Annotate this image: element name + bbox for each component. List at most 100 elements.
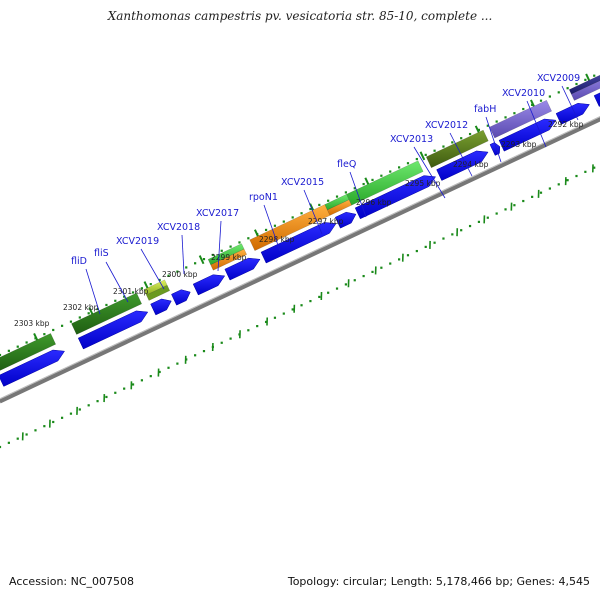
ruler-dot bbox=[238, 241, 241, 244]
gc-dot bbox=[131, 383, 135, 386]
gc-dot bbox=[380, 266, 383, 269]
gene-arrow bbox=[150, 298, 172, 316]
ruler-dot bbox=[131, 291, 135, 294]
gc-dot bbox=[78, 408, 81, 411]
cog-block bbox=[71, 292, 143, 335]
ruler-dot bbox=[477, 128, 481, 131]
ruler-dot bbox=[25, 341, 28, 344]
backbone-track bbox=[0, 116, 600, 404]
ruler-dot bbox=[566, 87, 569, 90]
cog-block bbox=[568, 74, 600, 95]
tick-label-group: 2303 kbp 2302 kbp 2301 kbp 2300 kbp 2299 kbp… bbox=[14, 120, 584, 328]
gc-dot bbox=[522, 199, 525, 203]
ruler-dot bbox=[300, 212, 303, 215]
cog-block bbox=[570, 80, 600, 101]
ruler-dot bbox=[460, 137, 463, 140]
ruler-dot bbox=[548, 95, 551, 98]
gene-label-group: fliDfliSXCV2019XCV2018XCV2017rpoN1XCV201… bbox=[71, 73, 580, 315]
gc-dot bbox=[318, 295, 321, 299]
ruler-dot bbox=[185, 266, 188, 269]
gc-dot bbox=[415, 249, 418, 253]
tick-label: 2294 kbp bbox=[453, 160, 489, 169]
tick-label: 2296 kbp bbox=[356, 198, 392, 207]
gc-dot bbox=[229, 337, 232, 340]
tick-label: 2302 kbp bbox=[63, 303, 99, 312]
ruler-tick bbox=[198, 255, 205, 265]
tick-label: 2303 kbp bbox=[14, 319, 50, 328]
gc-dot bbox=[273, 316, 277, 319]
ruler-dot bbox=[486, 124, 489, 127]
ruler-dot bbox=[7, 349, 10, 352]
gc-dot bbox=[584, 170, 587, 173]
backbone-line bbox=[0, 117, 600, 404]
cog-block bbox=[489, 99, 553, 139]
gene-label: XCV2019 bbox=[116, 236, 159, 247]
gene-arrow bbox=[334, 211, 357, 229]
ruler-dot bbox=[513, 112, 516, 115]
gene-leader-line bbox=[263, 204, 281, 252]
tick-label: 2297 kbp bbox=[308, 217, 344, 226]
ruler-dot bbox=[229, 245, 232, 248]
gc-dot bbox=[389, 262, 392, 265]
cog-block bbox=[0, 333, 57, 371]
gene-leader-line bbox=[349, 171, 367, 218]
ruler-dot bbox=[43, 333, 46, 336]
gc-dot bbox=[344, 283, 347, 286]
gene-leader-line bbox=[105, 261, 129, 303]
gene-arrow-track bbox=[0, 92, 600, 387]
gc-dot bbox=[353, 279, 356, 282]
ruler-track bbox=[0, 73, 596, 357]
gc-dot bbox=[575, 174, 578, 178]
gene-leader-line bbox=[449, 132, 473, 177]
tick-label: 2300 kbp bbox=[162, 270, 198, 279]
ruler-dot bbox=[442, 145, 445, 148]
gene-arrow bbox=[354, 175, 436, 220]
ruler-dot bbox=[380, 174, 383, 177]
gc-dot bbox=[60, 416, 64, 419]
ruler-dot bbox=[504, 116, 507, 119]
gc-dot bbox=[220, 341, 223, 344]
gene-leader-line bbox=[413, 146, 446, 199]
gene-label: XCV2010 bbox=[502, 88, 545, 99]
ruler-dot bbox=[557, 91, 560, 94]
ruler-dot bbox=[140, 287, 144, 290]
ruler-dot bbox=[247, 237, 250, 240]
gc-dot bbox=[327, 291, 330, 294]
gene-label: fliD bbox=[71, 256, 87, 267]
gc-content-track bbox=[0, 164, 596, 449]
gene-leader-line bbox=[561, 85, 579, 121]
ruler-dot bbox=[433, 149, 436, 152]
ruler-dot bbox=[52, 328, 55, 332]
ruler-dot bbox=[158, 278, 161, 282]
ruler-dot bbox=[522, 107, 525, 111]
gc-dot bbox=[593, 166, 596, 169]
ruler-dot bbox=[123, 295, 126, 298]
ruler-dot bbox=[593, 74, 596, 77]
gc-dot bbox=[468, 224, 472, 228]
ruler-dot bbox=[220, 249, 223, 252]
gene-leader-line bbox=[303, 189, 323, 235]
ruler-dot bbox=[539, 99, 543, 102]
ruler-dot bbox=[389, 170, 392, 173]
gc-dot bbox=[282, 312, 285, 315]
tick-label: 2293 kbp bbox=[501, 140, 537, 149]
gc-dot bbox=[398, 258, 401, 261]
gc-dot bbox=[548, 187, 551, 190]
ruler-dot bbox=[69, 320, 73, 323]
gc-dot bbox=[43, 425, 46, 428]
ruler-dot bbox=[371, 178, 374, 182]
gene-leader-line bbox=[85, 268, 101, 315]
ruler-dot bbox=[16, 345, 19, 348]
gene-leader-line bbox=[140, 248, 165, 290]
gc-dot bbox=[477, 220, 481, 223]
gene-arrow bbox=[555, 103, 590, 125]
ruler-dot bbox=[194, 262, 197, 265]
gene-arrow bbox=[171, 289, 191, 306]
ruler-dot bbox=[335, 195, 339, 198]
ruler-dot bbox=[0, 353, 2, 357]
ruler-dot bbox=[87, 312, 90, 315]
gc-dot bbox=[149, 375, 152, 378]
gc-dot bbox=[513, 204, 516, 207]
gc-dot bbox=[433, 241, 436, 244]
ruler-dot bbox=[451, 141, 454, 144]
